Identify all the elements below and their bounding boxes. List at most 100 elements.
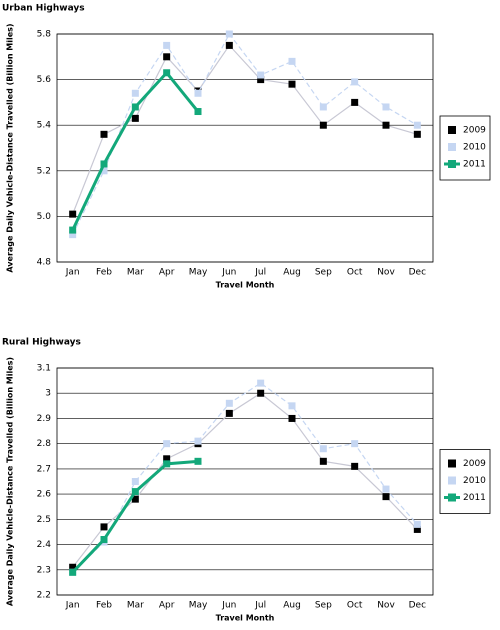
marker bbox=[319, 103, 327, 111]
marker bbox=[131, 478, 139, 485]
marker bbox=[69, 568, 77, 576]
x-tick-label: Dec bbox=[409, 268, 426, 278]
x-tick-label: Oct bbox=[347, 268, 363, 278]
x-tick-label: Mar bbox=[127, 268, 144, 278]
x-tick-label: Aug bbox=[283, 601, 301, 611]
marker bbox=[69, 231, 77, 239]
y-tick-label: 2.6 bbox=[37, 490, 52, 500]
marker bbox=[351, 462, 359, 470]
marker bbox=[131, 103, 139, 111]
x-axis-label: Travel Month bbox=[216, 614, 275, 623]
marker bbox=[351, 440, 359, 448]
series-line bbox=[72, 32, 418, 235]
y-tick-label: 2.3 bbox=[37, 565, 51, 575]
y-tick-label: 5.8 bbox=[37, 30, 52, 40]
x-tick-label: Jun bbox=[221, 601, 236, 611]
legend-marker bbox=[448, 160, 456, 168]
plot-frame bbox=[56, 33, 434, 263]
x-tick-label: Jan bbox=[65, 268, 80, 278]
marker bbox=[382, 493, 390, 501]
marker bbox=[382, 121, 390, 129]
legend-marker bbox=[448, 143, 456, 151]
marker bbox=[257, 71, 265, 79]
marker bbox=[351, 98, 359, 106]
marker bbox=[225, 409, 233, 417]
marker bbox=[131, 495, 139, 503]
marker bbox=[413, 525, 421, 533]
marker bbox=[131, 89, 139, 97]
marker bbox=[163, 440, 171, 448]
y-tick-label: 5.2 bbox=[37, 166, 51, 176]
x-tick-label: Feb bbox=[96, 601, 112, 611]
y-tick-label: 2.5 bbox=[37, 515, 51, 525]
x-tick-label: Aug bbox=[283, 268, 301, 278]
marker bbox=[100, 130, 108, 138]
marker bbox=[413, 121, 421, 129]
marker bbox=[194, 108, 202, 116]
marker bbox=[288, 57, 296, 65]
marker bbox=[351, 78, 359, 86]
marker bbox=[100, 523, 108, 531]
x-tick-label: May bbox=[189, 601, 208, 611]
marker bbox=[225, 399, 233, 407]
marker bbox=[194, 457, 202, 465]
x-tick-label: Jul bbox=[254, 268, 266, 278]
legend-marker bbox=[448, 493, 456, 502]
series-line bbox=[72, 392, 418, 568]
marker bbox=[413, 130, 421, 138]
y-tick-label: 5.6 bbox=[37, 75, 52, 85]
marker bbox=[100, 536, 108, 544]
legend-label: 2011 bbox=[463, 493, 486, 503]
x-tick-label: May bbox=[189, 268, 208, 278]
marker bbox=[288, 80, 296, 88]
x-tick-label: Jul bbox=[254, 601, 266, 611]
series-line bbox=[72, 44, 418, 215]
marker bbox=[319, 121, 327, 129]
marker bbox=[131, 488, 139, 496]
marker bbox=[413, 520, 421, 528]
x-tick-label: Nov bbox=[377, 601, 395, 611]
y-tick-label: 3.1 bbox=[37, 364, 51, 374]
marker bbox=[382, 103, 390, 111]
marker bbox=[382, 485, 390, 493]
marker bbox=[163, 53, 171, 61]
y-tick-label: 5.4 bbox=[37, 121, 52, 131]
y-tick-label: 5.0 bbox=[37, 212, 52, 222]
marker bbox=[163, 455, 171, 463]
y-tick-label: 4.8 bbox=[37, 258, 52, 268]
legend-label: 2009 bbox=[463, 126, 486, 136]
marker bbox=[100, 167, 108, 175]
y-tick-label: 2.9 bbox=[37, 414, 52, 424]
marker bbox=[288, 402, 296, 410]
x-axis-label: Travel Month bbox=[216, 281, 275, 290]
legend-marker bbox=[448, 459, 456, 468]
y-tick-label: 2.8 bbox=[37, 439, 52, 449]
marker bbox=[163, 69, 171, 77]
marker bbox=[194, 89, 202, 97]
y-tick-label: 3 bbox=[45, 389, 51, 399]
y-axis-label: Average Daily Vehicle-Distance Travelled… bbox=[6, 23, 15, 272]
plot-frame bbox=[56, 367, 434, 596]
legend-marker bbox=[448, 476, 456, 485]
legend-label: 2010 bbox=[463, 143, 486, 153]
legend-marker bbox=[448, 126, 456, 134]
x-tick-label: Apr bbox=[159, 601, 175, 611]
marker bbox=[319, 445, 327, 453]
marker bbox=[69, 210, 77, 218]
legend-label: 2011 bbox=[463, 160, 486, 170]
series-line bbox=[71, 459, 199, 574]
marker bbox=[288, 414, 296, 422]
x-tick-label: Nov bbox=[377, 268, 395, 278]
x-tick-label: Jun bbox=[221, 268, 236, 278]
marker bbox=[225, 41, 233, 49]
marker bbox=[100, 160, 108, 168]
x-tick-label: Sep bbox=[315, 268, 332, 278]
chart-title: Rural Highways bbox=[2, 338, 81, 348]
marker bbox=[319, 457, 327, 465]
y-tick-label: 2.2 bbox=[37, 591, 51, 601]
marker bbox=[163, 41, 171, 49]
x-tick-label: Mar bbox=[127, 601, 144, 611]
marker bbox=[131, 114, 139, 122]
x-tick-label: Sep bbox=[315, 601, 332, 611]
